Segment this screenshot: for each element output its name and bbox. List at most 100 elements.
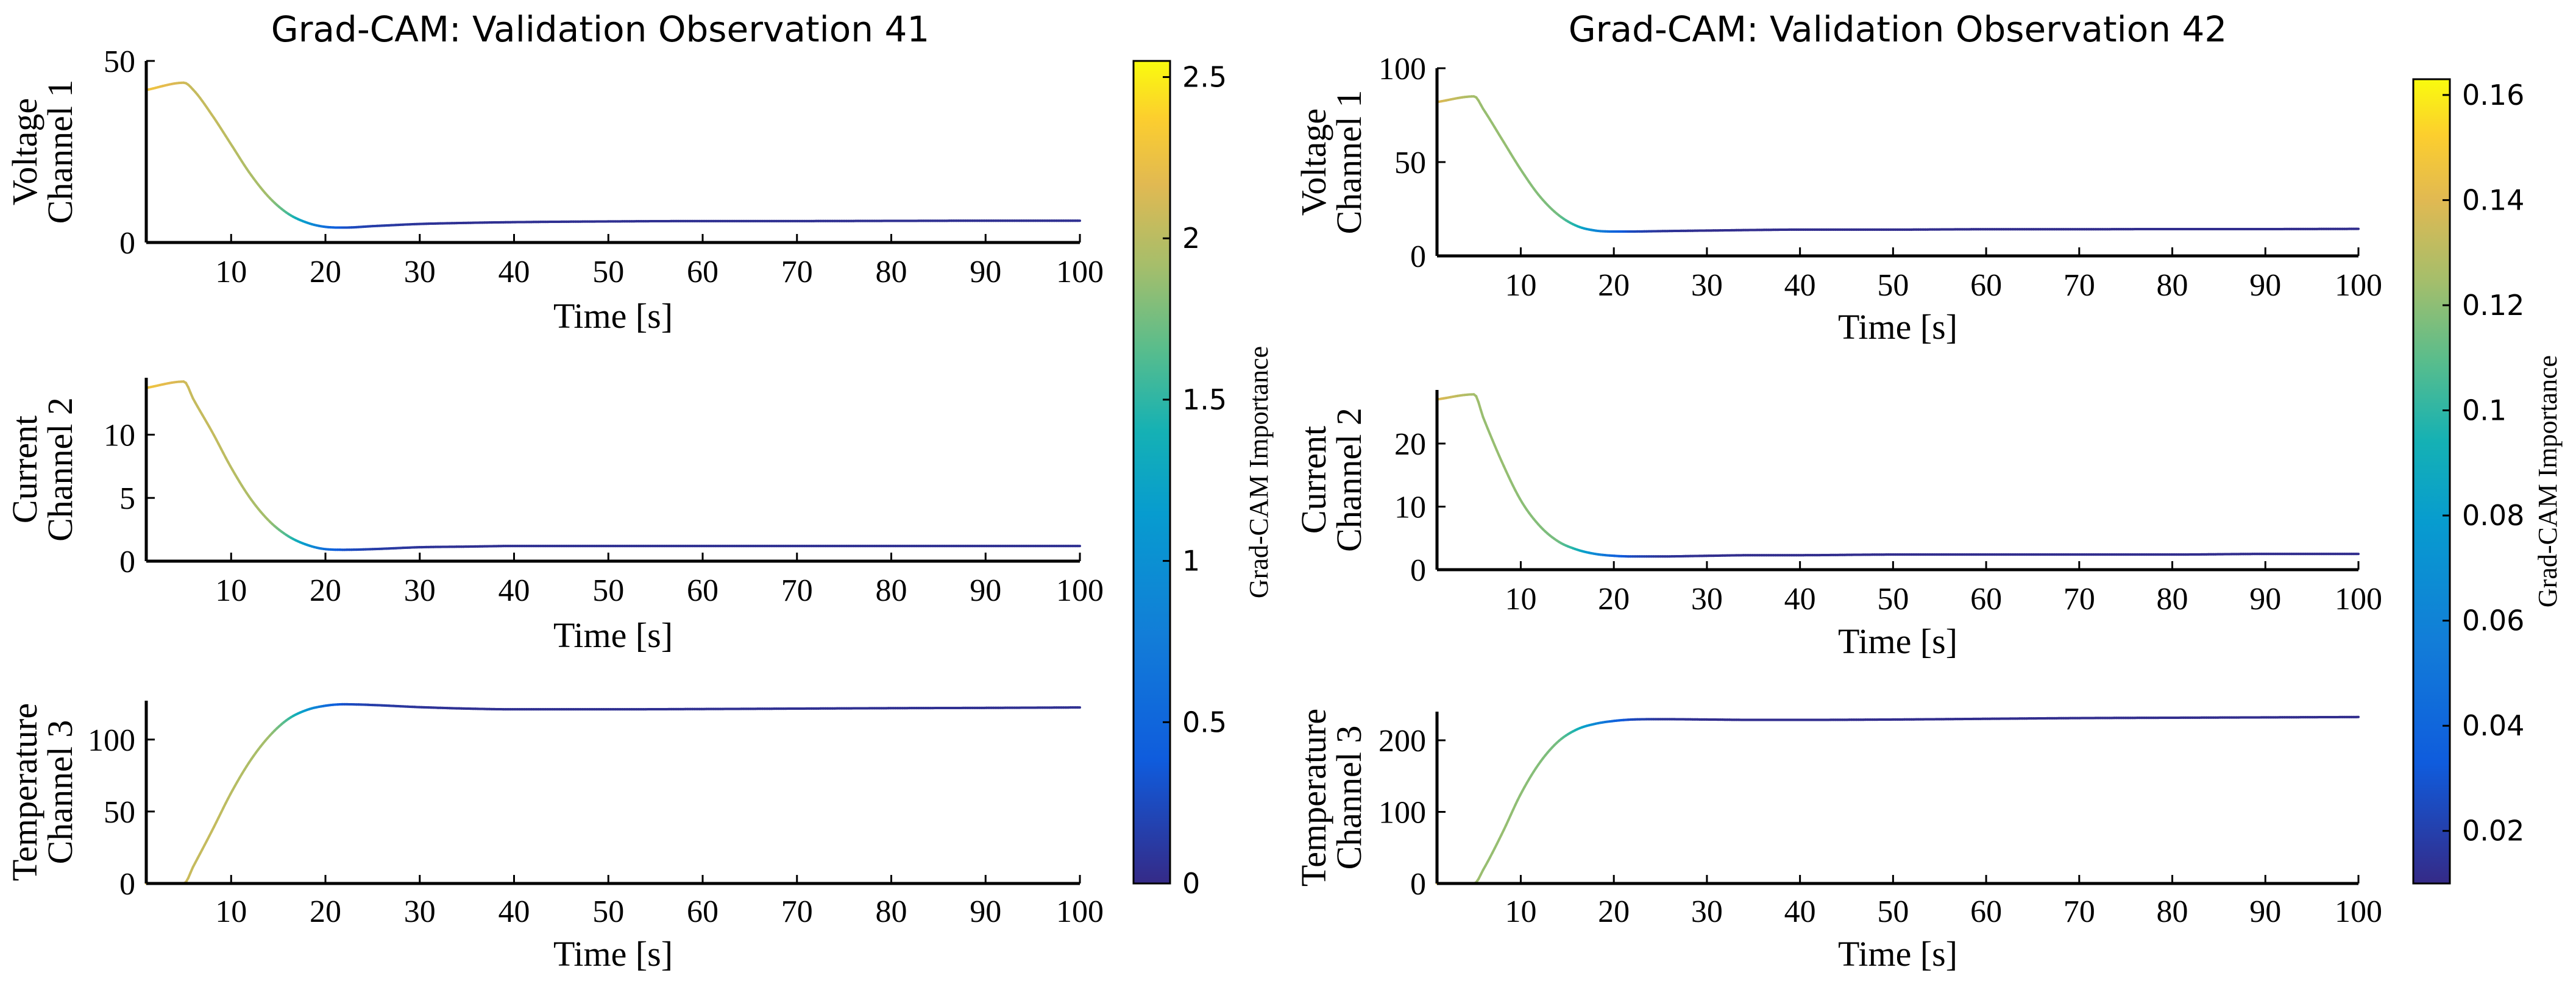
data-series-line (145, 703, 1081, 885)
x-tick-label: 20 (310, 573, 341, 608)
x-tick-label: 10 (1505, 582, 1536, 617)
x-tick-label: 20 (310, 894, 341, 929)
x-axis-label: Time [s] (553, 296, 673, 336)
colorbar-tick-label: 0.16 (2462, 79, 2524, 111)
colorbar-tick-label: 0.04 (2462, 709, 2524, 742)
y-tick-label: 100 (1378, 796, 1426, 830)
chart-title: Grad-CAM: Validation Observation 42 (1569, 9, 2227, 50)
x-tick-label: 100 (1056, 894, 1104, 929)
x-tick-label: 100 (1056, 573, 1104, 608)
x-tick-label: 70 (781, 894, 813, 929)
x-tick-label: 40 (499, 894, 530, 929)
colorbar-tick-label: 1 (1182, 545, 1200, 578)
colorbar-tick-label: 0.12 (2462, 289, 2524, 322)
x-tick-label: 90 (2249, 894, 2281, 929)
colorbar-tick-label: 0.08 (2462, 499, 2524, 532)
x-tick-label: 50 (1877, 268, 1909, 303)
y-tick-label: 100 (88, 723, 135, 758)
x-tick-label: 100 (1056, 255, 1104, 289)
x-axis-label: Time [s] (1838, 621, 1957, 661)
x-tick-label: 80 (876, 573, 907, 608)
x-tick-label: 60 (1970, 894, 2002, 929)
x-tick-label: 40 (499, 573, 530, 608)
data-series-line (145, 380, 1081, 551)
y-tick-label: 0 (1410, 553, 1426, 588)
y-axis-label-channel: Channel 1 (40, 80, 80, 224)
x-tick-label: 90 (970, 573, 1001, 608)
colorbar-tick-label: 0 (1182, 867, 1200, 900)
y-tick-label: 200 (1378, 724, 1426, 759)
colorbar-tick-label: 0.02 (2462, 815, 2524, 848)
y-axis-label-channel: Channel 3 (1329, 726, 1369, 870)
x-tick-label: 70 (781, 255, 813, 289)
y-tick-label: 10 (1394, 490, 1426, 525)
colorbar-label: Grad-CAM Importance (2533, 355, 2563, 607)
y-axis-label-quantity: Current (5, 416, 44, 523)
x-tick-label: 10 (1505, 268, 1536, 303)
x-tick-label: 80 (876, 894, 907, 929)
y-tick-label: 100 (1378, 52, 1426, 87)
x-tick-label: 20 (1598, 582, 1630, 617)
y-tick-label: 50 (104, 795, 135, 830)
x-tick-label: 50 (592, 894, 624, 929)
x-tick-label: 10 (215, 894, 247, 929)
x-tick-label: 40 (1784, 894, 1816, 929)
x-tick-label: 60 (687, 573, 719, 608)
x-tick-label: 10 (1505, 894, 1536, 929)
y-axis-label-quantity: Voltage (5, 98, 44, 205)
y-tick-label: 0 (1410, 239, 1426, 274)
y-axis-label-quantity: Current (1294, 426, 1333, 534)
x-tick-label: 100 (2335, 894, 2382, 929)
colorbar-tick-label: 0.5 (1182, 706, 1227, 738)
y-axis-label-channel: Channel 1 (1329, 90, 1369, 235)
x-tick-label: 30 (1691, 268, 1723, 303)
y-tick-label: 0 (119, 226, 135, 261)
chart-panel-1: Grad-CAM: Validation Observation 4105010… (5, 9, 1274, 974)
y-axis-label-quantity: Temperature (1294, 709, 1333, 887)
x-tick-label: 80 (2157, 894, 2188, 929)
colorbar: 0 0.5 1 1.5 2 2.5 Grad-CAM Importance (1132, 60, 1274, 900)
x-tick-label: 40 (1784, 268, 1816, 303)
x-tick-label: 30 (404, 894, 436, 929)
x-tick-label: 50 (1877, 894, 1909, 929)
subplot-3: 0 50 100 10 20 30 40 50 60 70 80 90 100 Time [s] Tempe… (5, 701, 1104, 974)
colorbar-scale (1132, 60, 1171, 885)
colorbar-tick-label: 1.5 (1182, 383, 1227, 416)
x-tick-label: 30 (1691, 894, 1723, 929)
x-tick-label: 60 (687, 894, 719, 929)
x-tick-label: 60 (1970, 582, 2002, 617)
colorbar-tick-label: 0.06 (2462, 604, 2524, 637)
x-tick-label: 20 (310, 255, 341, 289)
chart-title: Grad-CAM: Validation Observation 41 (271, 9, 930, 50)
y-axis-label-channel: Channel 3 (40, 720, 80, 865)
colorbar-label: Grad-CAM Importance (1244, 346, 1274, 598)
data-series-line (1436, 95, 2360, 233)
x-tick-label: 70 (2063, 268, 2095, 303)
x-tick-label: 70 (2063, 582, 2095, 617)
x-tick-label: 100 (2335, 582, 2382, 617)
x-tick-label: 100 (2335, 268, 2382, 303)
y-tick-label: 0 (119, 545, 135, 579)
colorbar-tick-label: 0.14 (2462, 183, 2524, 216)
x-tick-label: 80 (876, 255, 907, 289)
y-tick-label: 10 (104, 418, 135, 453)
colorbar-tick-label: 2.5 (1182, 60, 1227, 93)
x-tick-label: 40 (499, 255, 530, 289)
x-tick-label: 30 (404, 255, 436, 289)
x-axis-label: Time [s] (1838, 307, 1957, 347)
y-axis-label-quantity: Temperature (5, 703, 44, 881)
colorbar-scale (2412, 78, 2451, 885)
subplot-3: 0 100 200 10 20 30 40 50 60 70 80 90 100 Time [s] Temp… (1294, 709, 2382, 974)
y-tick-label: 0 (119, 867, 135, 902)
y-tick-label: 50 (104, 44, 135, 79)
x-tick-label: 60 (687, 255, 719, 289)
y-tick-label: 20 (1394, 427, 1426, 462)
x-tick-label: 70 (2063, 894, 2095, 929)
colorbar-tick-label: 2 (1182, 222, 1200, 255)
x-tick-label: 90 (2249, 582, 2281, 617)
line-segment (1479, 408, 1485, 419)
subplot-1: 0 50 10 20 30 40 50 60 70 80 90 100 Time [s] VoltageC… (5, 44, 1104, 336)
x-tick-label: 40 (1784, 582, 1816, 617)
y-axis-label-channel: Channel 2 (1329, 408, 1369, 552)
